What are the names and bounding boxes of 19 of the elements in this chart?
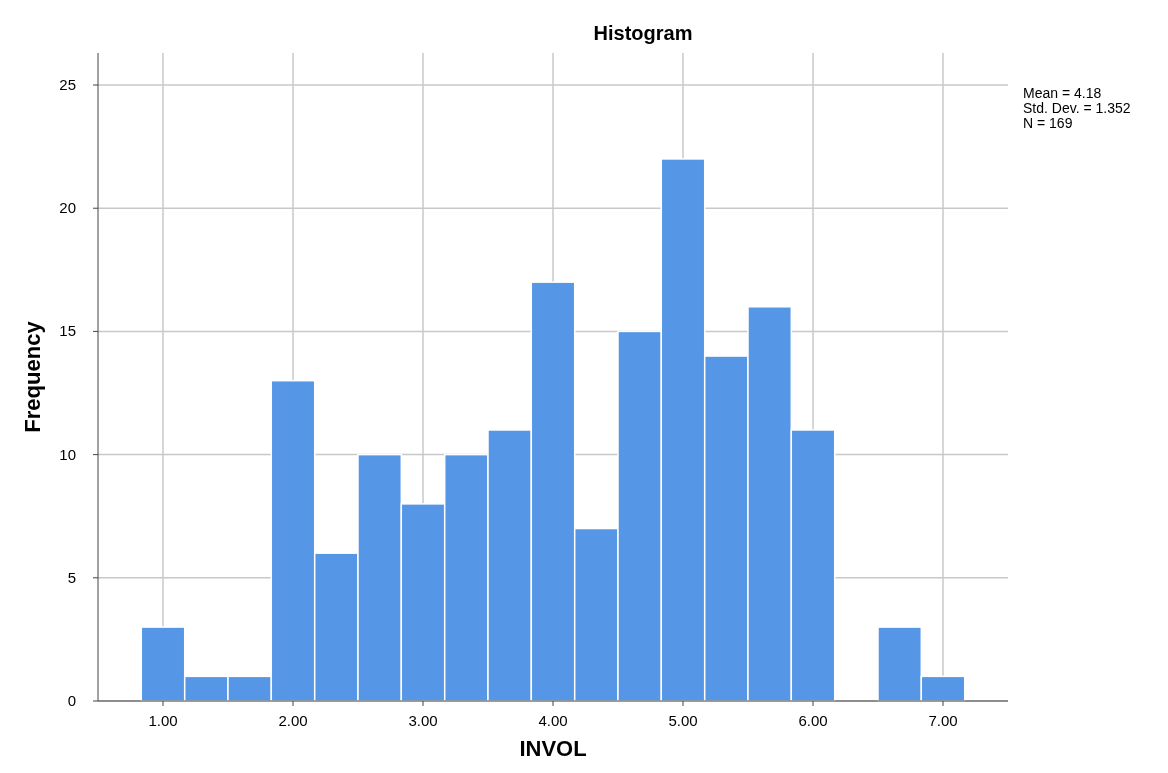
chart-title: Histogram — [593, 22, 693, 44]
x-tick-label: 2.00 — [278, 712, 308, 729]
y-tick-label: 15 — [59, 322, 76, 340]
y-axis-title: Frequency — [20, 320, 45, 433]
y-tick-label: 5 — [67, 568, 76, 586]
x-tick-label: 5.00 — [668, 712, 698, 729]
x-tick-label: 7.00 — [928, 712, 958, 729]
y-tick-label: 0 — [67, 692, 76, 709]
x-tick-label: 1.00 — [148, 712, 178, 729]
text: N = 169 — [1023, 115, 1073, 131]
x-tick-label: 4.00 — [538, 712, 568, 729]
y-tick-label: 10 — [59, 445, 76, 463]
x-tick-label: 6.00 — [798, 712, 828, 729]
text: Std. Dev. = 1.352 — [1023, 100, 1131, 116]
x-tick-label: 3.00 — [408, 712, 438, 729]
y-tick-label: 25 — [59, 76, 76, 94]
x-axis-title: INVOL — [519, 736, 587, 761]
y-tick-label: 20 — [59, 199, 76, 217]
text: Mean = 4.18 — [1023, 85, 1102, 101]
